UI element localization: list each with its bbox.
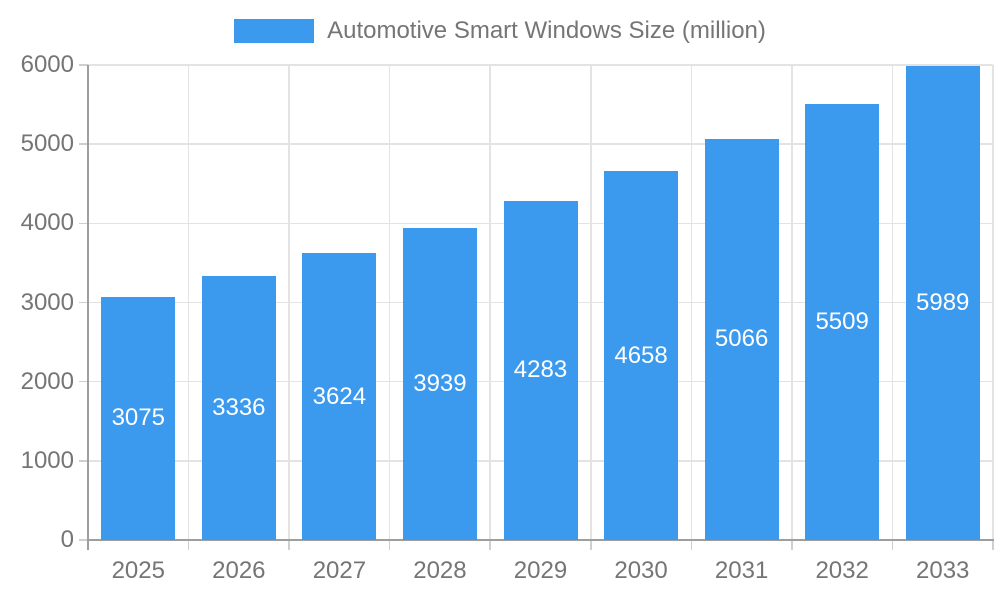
y-axis-label: 0 — [60, 526, 74, 553]
v-gridline — [590, 65, 592, 540]
bar[interactable]: 4658 — [604, 171, 679, 540]
bar[interactable]: 3075 — [101, 296, 176, 540]
bar-value-label: 3336 — [212, 393, 266, 421]
x-tick — [690, 540, 693, 550]
x-axis-label: 2033 — [916, 557, 970, 584]
bar[interactable]: 4283 — [503, 200, 578, 540]
x-axis-label: 2025 — [111, 557, 165, 584]
x-tick — [590, 540, 592, 550]
y-tick — [79, 301, 88, 304]
legend-swatch — [234, 19, 315, 43]
v-gridline — [690, 65, 693, 540]
bar[interactable]: 5509 — [805, 103, 880, 540]
y-tick — [79, 143, 88, 145]
x-tick — [791, 540, 793, 550]
h-gridline — [88, 64, 993, 66]
bar[interactable]: 5066 — [704, 138, 779, 540]
y-axis-label: 3000 — [20, 288, 74, 316]
x-tick — [992, 540, 994, 550]
bar-value-label: 5509 — [815, 307, 869, 335]
y-tick — [79, 64, 88, 66]
bar[interactable]: 5989 — [905, 65, 980, 540]
h-gridline — [88, 143, 993, 145]
x-axis-label: 2029 — [513, 557, 568, 584]
x-axis-label: 2032 — [815, 557, 869, 584]
x-tick — [489, 540, 491, 550]
x-axis-label: 2026 — [212, 557, 266, 584]
x-tick — [187, 540, 190, 550]
v-gridline — [891, 65, 894, 540]
legend-label: Automotive Smart Windows Size (million) — [327, 17, 766, 44]
bar-value-label: 3624 — [312, 382, 367, 410]
v-gridline — [187, 65, 190, 540]
v-gridline — [992, 65, 994, 540]
bar-value-label: 3075 — [111, 404, 165, 432]
legend-item[interactable]: Automotive Smart Windows Size (million) — [0, 19, 1000, 43]
x-axis-label: 2027 — [312, 557, 367, 584]
y-tick — [79, 222, 88, 225]
bar[interactable]: 3336 — [201, 275, 276, 540]
y-axis-line — [87, 65, 89, 550]
y-axis-label: 5000 — [20, 130, 74, 158]
x-axis-label: 2031 — [714, 557, 769, 584]
bar-value-label: 3939 — [413, 370, 467, 398]
bar-value-label: 5989 — [916, 288, 970, 316]
y-tick — [79, 460, 88, 462]
bar[interactable]: 3939 — [402, 228, 477, 540]
bar-value-label: 4283 — [513, 356, 568, 384]
y-axis-label: 4000 — [20, 209, 74, 237]
y-axis-label: 2000 — [20, 367, 74, 395]
v-gridline — [791, 65, 793, 540]
bar[interactable]: 3624 — [302, 253, 377, 540]
bar-value-label: 5066 — [714, 325, 769, 353]
v-gridline — [288, 65, 290, 540]
x-tick — [388, 540, 391, 550]
y-tick — [79, 539, 88, 541]
y-tick — [79, 380, 88, 383]
bar-value-label: 4658 — [614, 341, 668, 369]
x-axis-line — [87, 539, 994, 541]
y-axis-label: 1000 — [20, 446, 74, 474]
y-axis-label: 6000 — [20, 51, 74, 78]
x-tick — [891, 540, 894, 550]
x-tick — [288, 540, 290, 550]
v-gridline — [388, 65, 391, 540]
v-gridline — [489, 65, 491, 540]
x-axis-label: 2028 — [413, 557, 467, 584]
x-axis-label: 2030 — [614, 557, 668, 584]
